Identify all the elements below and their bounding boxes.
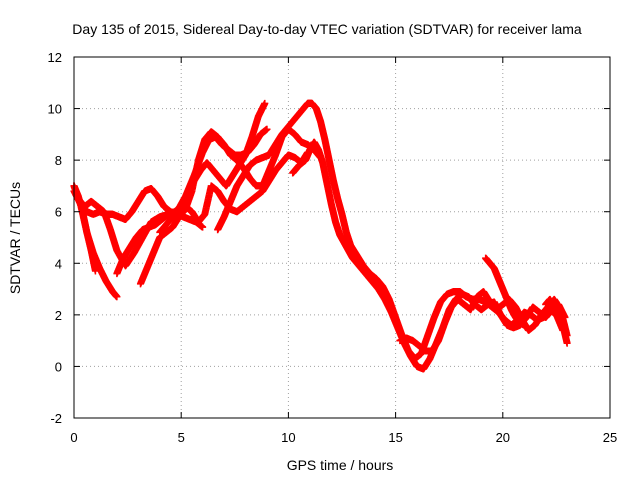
data-point xyxy=(113,293,121,301)
series-track-4 xyxy=(74,125,271,270)
chart-title: Day 135 of 2015, Sidereal Day-to-day VTE… xyxy=(72,21,582,37)
series-track-8 xyxy=(214,99,567,363)
data-point xyxy=(199,223,207,231)
data-point xyxy=(91,267,99,275)
data-points xyxy=(70,99,571,373)
data-point xyxy=(263,125,271,133)
